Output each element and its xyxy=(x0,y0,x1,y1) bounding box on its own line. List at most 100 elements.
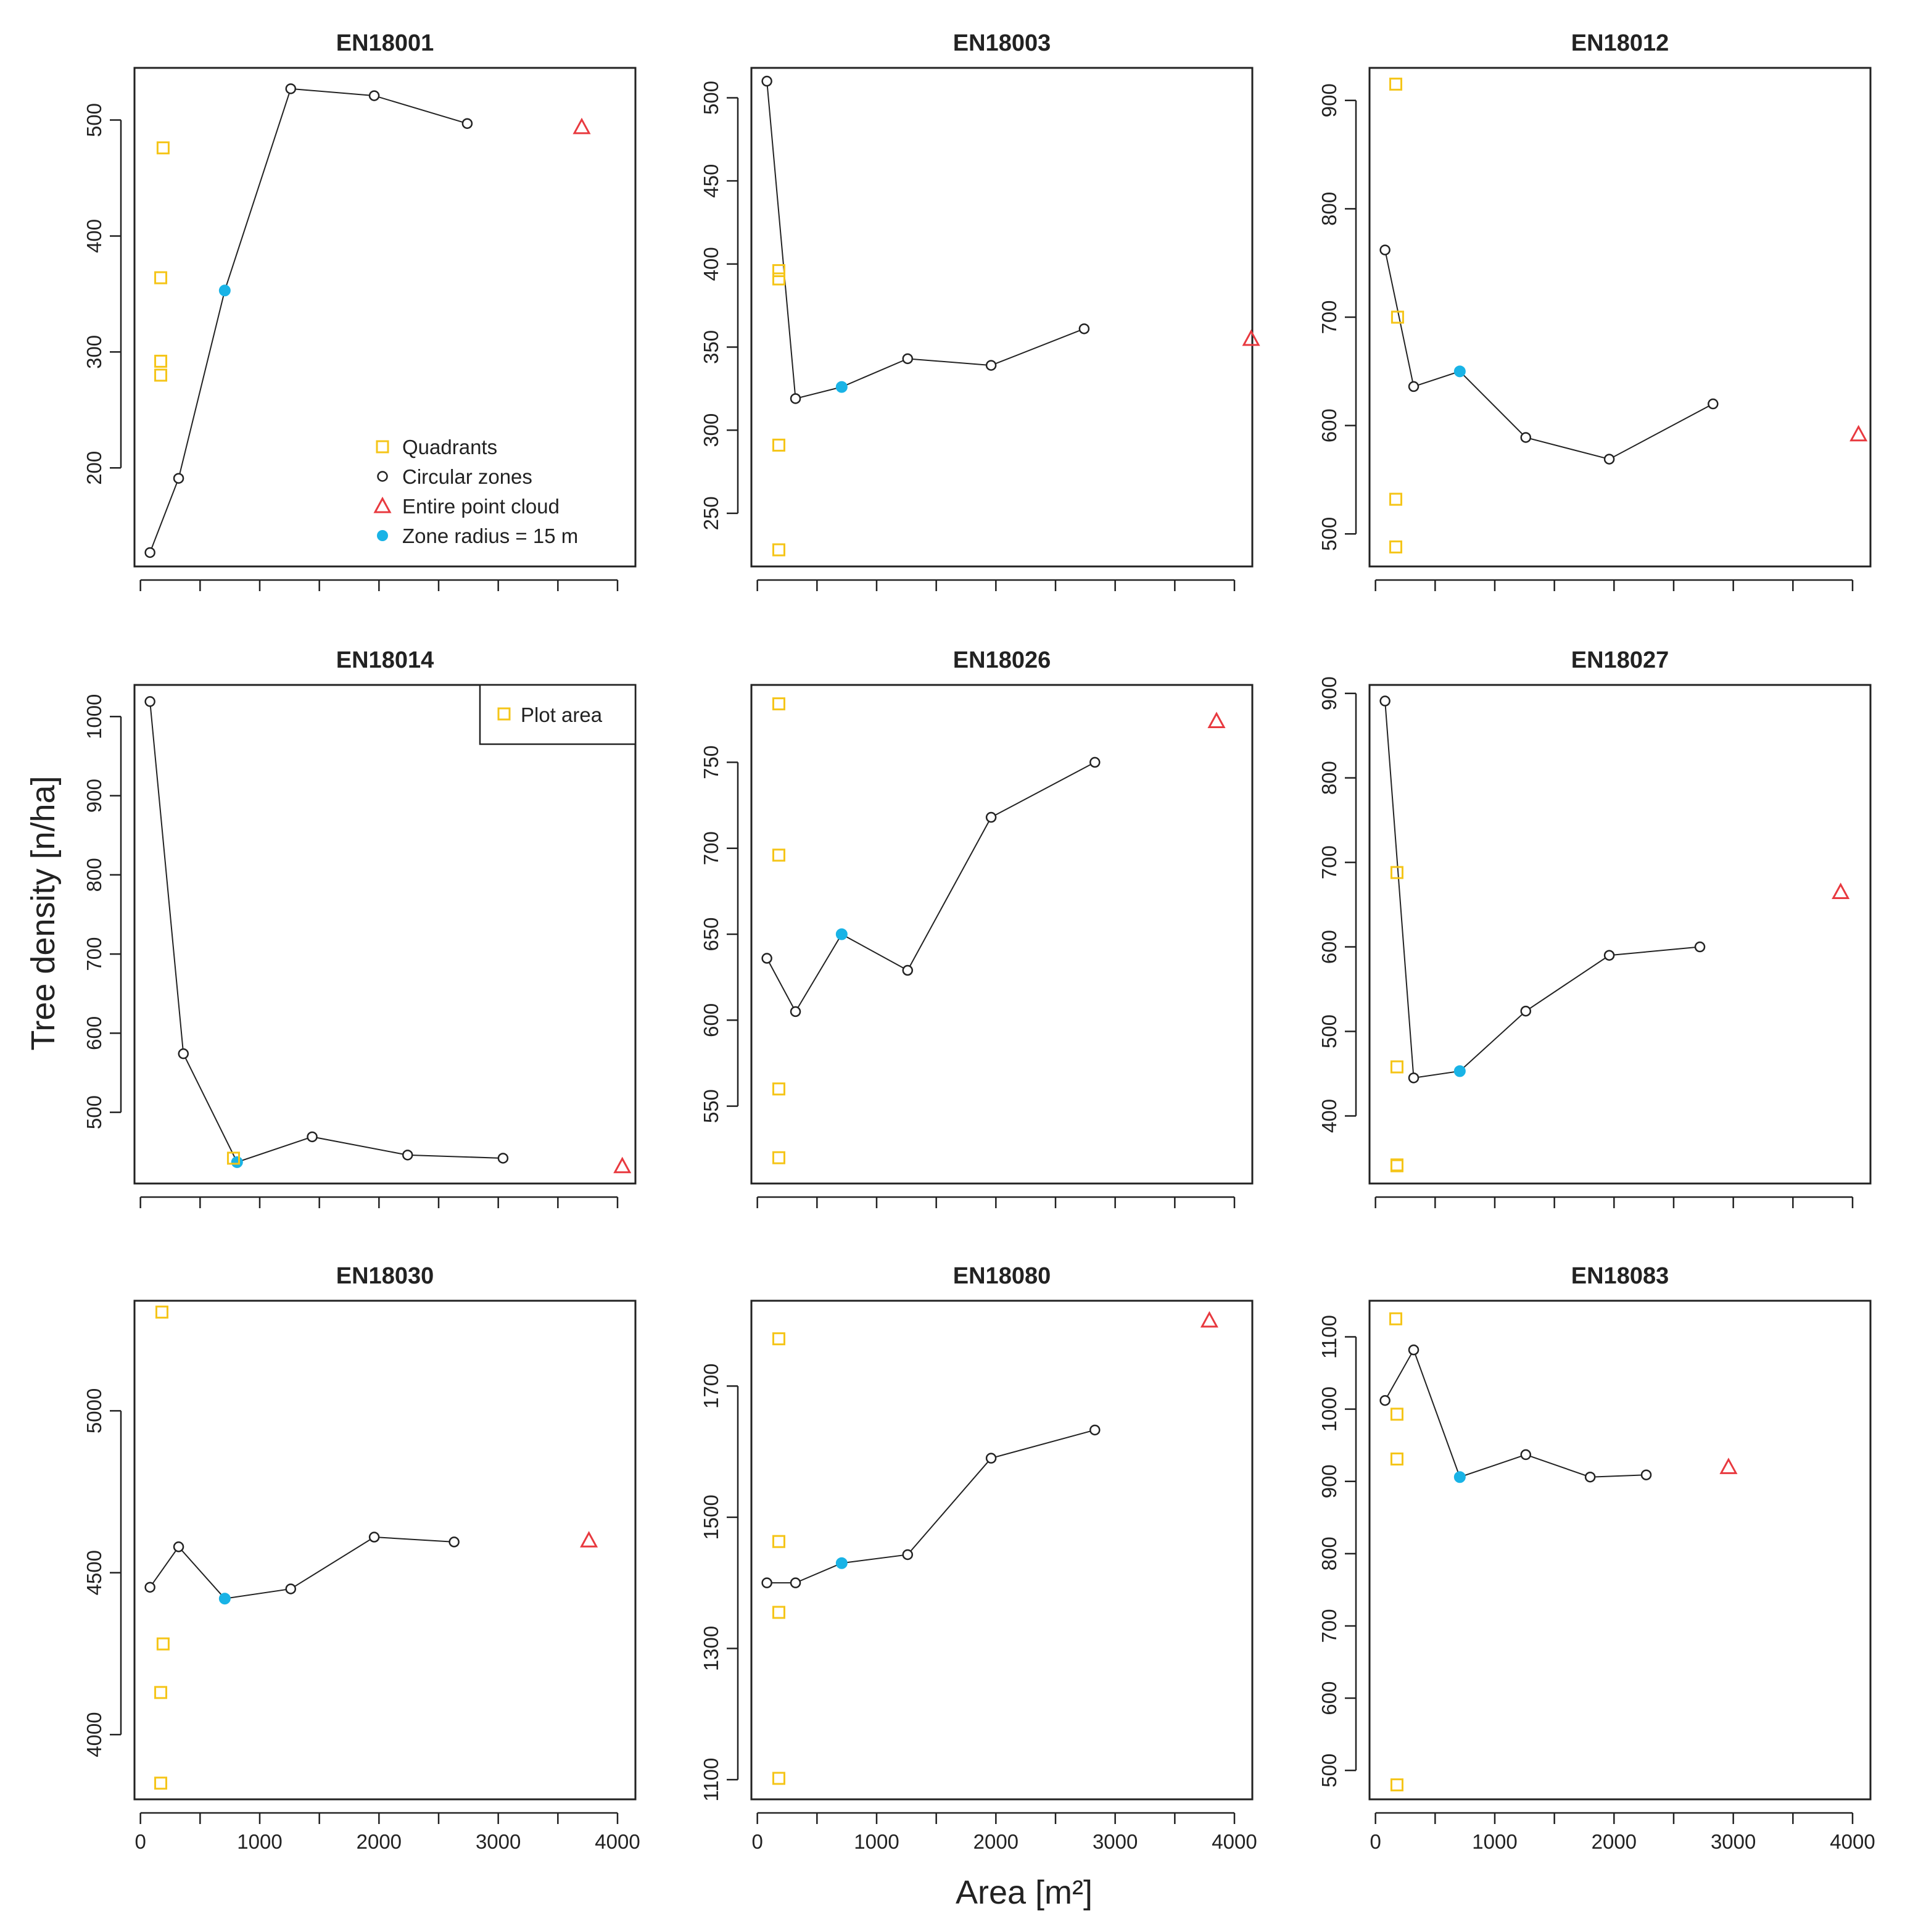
zone-radius-15m-point xyxy=(835,1557,848,1569)
quadrant-point xyxy=(772,1606,785,1619)
circular-zone-point xyxy=(173,1541,184,1553)
circular-zone-point xyxy=(173,473,184,484)
circular-zones-line xyxy=(1384,1348,1647,1478)
circular-zone-point xyxy=(1708,398,1719,410)
circular-zone-point xyxy=(1603,454,1615,465)
circular-zone-point xyxy=(1640,1469,1652,1480)
y-tick-label: 700 xyxy=(1318,845,1341,879)
x-tick-label: 0 xyxy=(134,1830,146,1853)
circular-zone-point xyxy=(1078,323,1090,334)
y-tick-label: 5000 xyxy=(83,1388,105,1433)
plot-frame xyxy=(1368,684,1872,1185)
panels-group: EN18001 200 300 400 500 Quadrants Circular zon… xyxy=(83,30,1875,1853)
y-tick-label: 300 xyxy=(83,335,105,369)
quadrant-point xyxy=(154,1777,168,1790)
legend-quadrants-marker xyxy=(376,440,389,454)
entire-point-cloud-point xyxy=(613,1156,632,1174)
x-tick-label: 4000 xyxy=(1830,1830,1875,1853)
legend-label: Plot area xyxy=(521,703,603,726)
y-tick-label: 250 xyxy=(700,496,722,530)
circular-zone-point xyxy=(985,1453,997,1464)
panel-EN18014: EN18014 500 600 700 800 900 1000 Plot area xyxy=(83,647,637,1208)
quadrant-point xyxy=(772,264,785,278)
quadrant-point xyxy=(772,1535,785,1548)
circular-zones-line xyxy=(766,761,1096,1013)
circular-zones-line xyxy=(149,1536,455,1599)
circular-zone-point xyxy=(1379,244,1391,255)
circular-zones-line xyxy=(1384,249,1714,460)
panel-title: EN18003 xyxy=(953,30,1051,56)
y-tick-label: 800 xyxy=(1318,192,1341,226)
y-tick-label: 1100 xyxy=(700,1758,722,1802)
circular-zone-point xyxy=(1694,941,1706,953)
y-tick-label: 200 xyxy=(83,451,105,485)
entire-point-cloud-point xyxy=(1849,425,1868,442)
x-axis-title: Area [m²] xyxy=(956,1874,1093,1911)
circular-zone-point xyxy=(285,1583,297,1594)
circular-zone-point xyxy=(497,1153,509,1164)
x-tick-label: 4000 xyxy=(595,1830,640,1853)
entire-point-cloud-point xyxy=(1242,329,1260,346)
y-tick-label: 500 xyxy=(83,103,105,137)
circular-zone-point xyxy=(790,1577,801,1588)
y-tick-label: 450 xyxy=(700,164,722,198)
zone-radius-15m-point xyxy=(218,284,231,297)
circular-zone-point xyxy=(368,90,380,101)
circular-zone-point xyxy=(902,353,914,365)
quadrant-point xyxy=(1390,1452,1403,1466)
entire-point-cloud-point xyxy=(1200,1311,1218,1328)
circular-zone-point xyxy=(1408,1072,1419,1084)
circular-zone-point xyxy=(1379,695,1391,707)
quadrant-point xyxy=(1391,310,1404,324)
quadrant-point xyxy=(154,354,168,368)
plot-area-legend: Plot area xyxy=(479,684,637,745)
circular-zone-point xyxy=(307,1131,318,1143)
x-tick-label: 1000 xyxy=(1472,1830,1517,1853)
quadrant-point xyxy=(155,1305,168,1319)
circular-zone-point xyxy=(448,1536,460,1548)
quadrant-point xyxy=(772,1151,785,1164)
circular-zone-point xyxy=(1520,1005,1532,1017)
panel-title: EN18012 xyxy=(1571,30,1669,56)
circular-zones-line xyxy=(149,88,468,553)
circular-zone-point xyxy=(1379,1395,1391,1406)
x-tick-label: 4000 xyxy=(1212,1830,1257,1853)
legend-label: Zone radius = 15 m xyxy=(402,524,578,547)
quadrant-point xyxy=(1390,866,1403,879)
quadrant-point xyxy=(1390,1778,1403,1792)
y-tick-label: 400 xyxy=(1318,1099,1341,1133)
panel-EN18001: EN18001 200 300 400 500 Quadrants Circular zon… xyxy=(83,30,637,591)
y-tick-label: 900 xyxy=(1318,83,1341,117)
circular-zone-point xyxy=(285,83,297,94)
zone-radius-15m-point xyxy=(1453,1471,1466,1483)
quadrant-point xyxy=(154,271,168,284)
y-tick-label: 800 xyxy=(83,858,105,892)
quadrant-point xyxy=(1389,1312,1403,1325)
zone-radius-15m-point xyxy=(218,1593,231,1605)
y-tick-label: 800 xyxy=(1318,761,1341,795)
circular-zone-point xyxy=(1089,1424,1101,1436)
y-tick-label: 900 xyxy=(1318,1464,1341,1498)
quadrant-point xyxy=(156,141,170,155)
y-tick-label: 400 xyxy=(83,219,105,253)
legend-circular-marker xyxy=(377,471,388,482)
y-tick-label: 900 xyxy=(83,779,105,813)
quadrant-point xyxy=(156,1637,170,1651)
quadrant-point xyxy=(1390,1408,1403,1421)
circular-zone-point xyxy=(902,964,914,976)
circular-zone-point xyxy=(985,360,997,371)
panel-title: EN18014 xyxy=(336,647,434,673)
legend-label: Quadrants xyxy=(402,436,497,458)
quadrant-point xyxy=(1390,1060,1403,1074)
legend-entire-marker xyxy=(373,496,392,513)
quadrant-point xyxy=(772,848,785,862)
quadrant-point xyxy=(1389,77,1403,91)
y-tick-label: 600 xyxy=(1318,1681,1341,1715)
entire-point-cloud-point xyxy=(572,117,591,135)
x-tick-label: 0 xyxy=(751,1830,762,1853)
y-tick-label: 4000 xyxy=(83,1712,105,1757)
quadrant-point xyxy=(772,697,785,711)
circular-zone-point xyxy=(461,118,473,129)
y-tick-label: 500 xyxy=(1318,1754,1341,1788)
